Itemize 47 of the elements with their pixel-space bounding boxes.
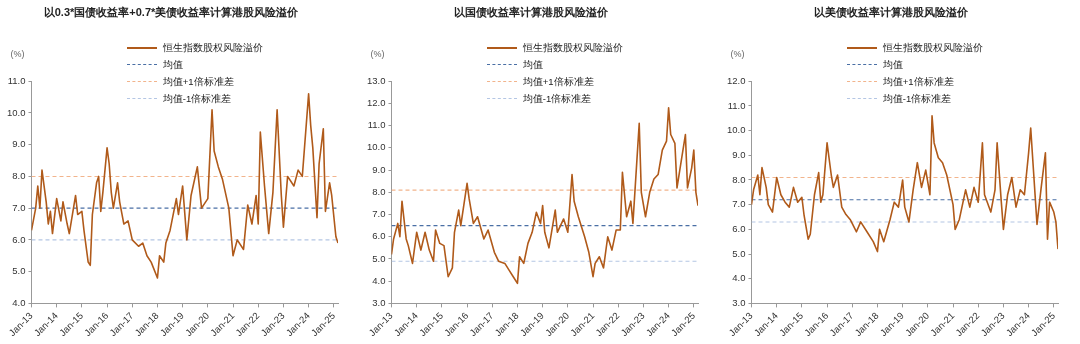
legend-label: 均值-1倍标准差 [162,92,232,107]
chart-title: 以美债收益率计算港股风险溢价 [814,5,969,18]
y-tick-label: 6.0 [372,230,386,242]
legend-label: 均值+1倍标准差 [162,75,234,90]
y-tick-label: 10.0 [366,141,386,153]
y-tick-label: 8.0 [372,185,386,197]
y-tick-label: 11.0 [7,74,26,86]
legend-label: 恒生指数股权风险溢价 [162,41,263,56]
legend-label: 均值+1倍标准差 [882,75,954,90]
legend-label: 均值 [162,58,183,73]
legend-label: 均值-1倍标准差 [882,92,952,107]
y-tick-label: 8.0 [732,173,746,185]
y-tick-label: 8.0 [12,170,26,182]
y-tick-label: 11.0 [367,119,386,131]
y-tick-label: 10.0 [6,106,26,118]
y-tick-label: 5.0 [12,265,26,277]
y-tick-label: 6.0 [12,233,26,245]
y-tick-label: 3.0 [372,297,386,309]
y-tick-label: 6.0 [732,222,746,234]
y-tick-label: 7.0 [732,198,746,210]
y-tick-label: 11.0 [727,99,746,111]
chart-title: 以国债收益率计算港股风险溢价 [454,5,609,18]
y-tick-label: 4.0 [372,274,386,286]
y-tick-label: 9.0 [12,138,26,150]
legend-label: 恒生指数股权风险溢价 [882,41,983,56]
legend-label: 均值+1倍标准差 [522,75,594,90]
y-tick-label: 9.0 [372,163,386,175]
y-tick-label: 4.0 [12,297,26,309]
y-tick-label: 7.0 [12,201,26,213]
y-tick-label: 3.0 [732,297,746,309]
legend-label: 均值 [522,58,543,73]
y-tick-label: 9.0 [732,148,746,160]
legend-label: 均值-1倍标准差 [522,92,592,107]
y-axis-title: (%) [730,49,745,60]
y-axis-title: (%) [370,49,385,60]
legend-label: 恒生指数股权风险溢价 [522,41,623,56]
y-tick-label: 5.0 [372,252,386,264]
y-axis-title: (%) [10,49,25,60]
y-tick-label: 13.0 [366,74,386,86]
y-tick-label: 12.0 [726,74,746,86]
y-tick-label: 7.0 [372,208,386,220]
y-tick-label: 10.0 [726,124,746,136]
chart-title: 以0.3*国债收益率+0.7*美债收益率计算港股风险溢价 [43,5,300,18]
y-tick-label: 12.0 [366,97,386,109]
y-tick-label: 4.0 [732,272,746,284]
y-tick-label: 5.0 [732,247,746,259]
legend-label: 均值 [882,58,903,73]
